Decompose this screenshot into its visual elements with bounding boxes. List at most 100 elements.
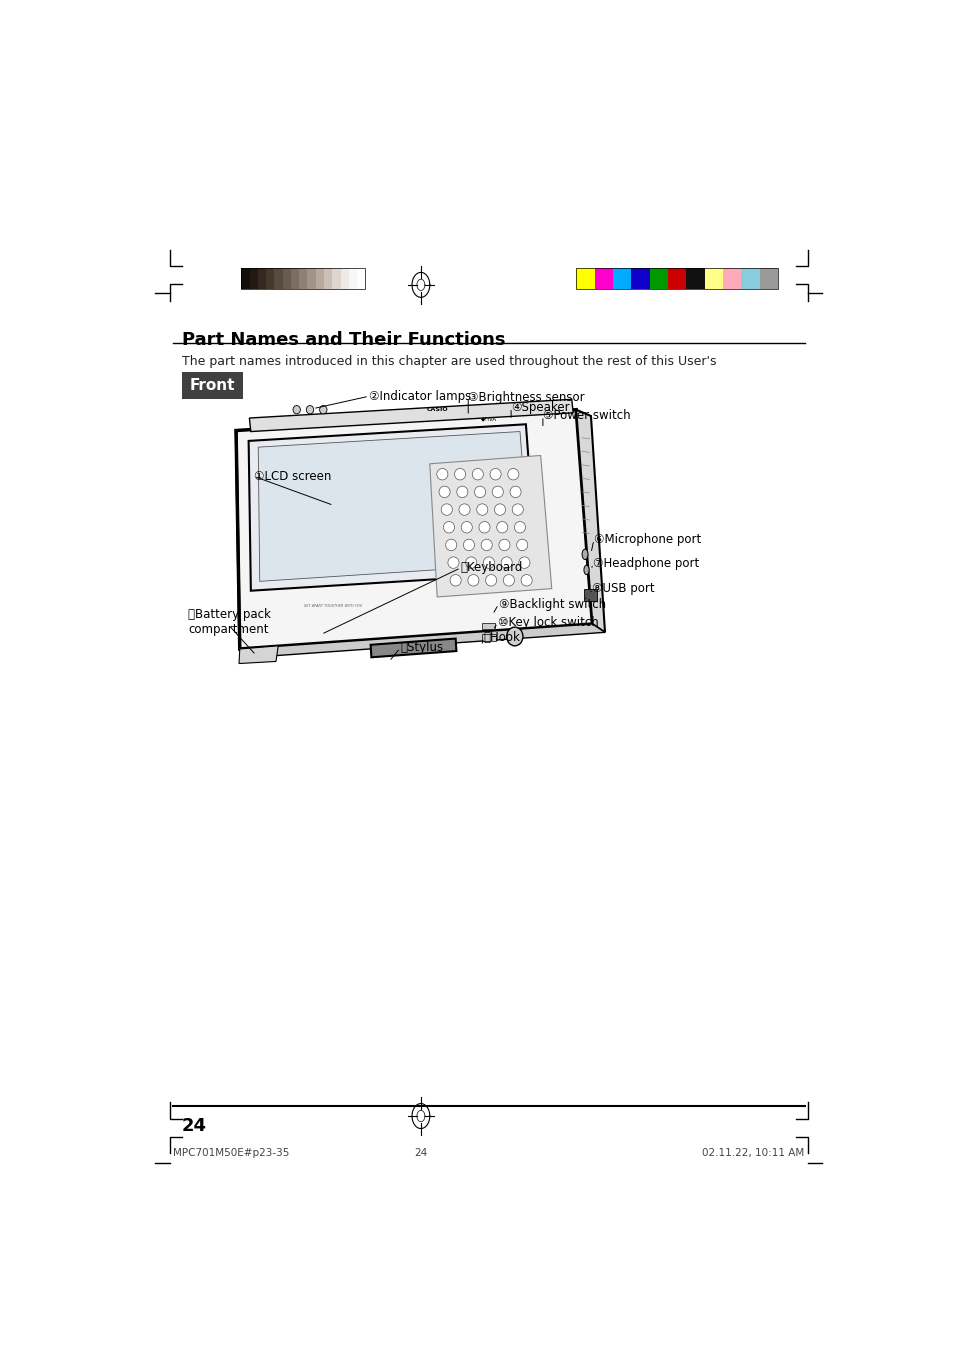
Polygon shape [576,409,604,632]
Text: 02.11.22, 10:11 AM: 02.11.22, 10:11 AM [701,1148,803,1158]
Ellipse shape [467,574,478,586]
Ellipse shape [517,539,527,551]
Ellipse shape [512,504,523,515]
Text: Guide.: Guide. [182,373,223,386]
Ellipse shape [454,469,465,480]
Ellipse shape [450,574,460,586]
Bar [282,269,291,289]
Ellipse shape [498,539,510,551]
Bar [667,269,685,289]
Ellipse shape [506,627,522,646]
Text: ⑨Backlight switch: ⑨Backlight switch [498,597,605,611]
Ellipse shape [500,557,512,569]
Ellipse shape [438,486,450,497]
Bar [241,269,365,289]
Ellipse shape [463,539,474,551]
Ellipse shape [456,486,467,497]
Ellipse shape [465,557,476,569]
Polygon shape [239,646,278,663]
Ellipse shape [319,405,327,413]
Bar [182,373,243,400]
Bar [685,269,704,289]
Bar [324,269,332,289]
Ellipse shape [518,557,530,569]
Bar [612,269,631,289]
Text: ③Brightness sensor: ③Brightness sensor [468,390,584,404]
Ellipse shape [520,574,532,586]
Ellipse shape [476,504,487,515]
Text: ⑭Battery pack
compartment: ⑭Battery pack compartment [188,608,271,636]
Bar [594,269,612,289]
Text: SET APART TOGETHER WITH YOU: SET APART TOGETHER WITH YOU [304,604,362,608]
Ellipse shape [447,557,458,569]
Ellipse shape [507,469,518,480]
Ellipse shape [485,574,497,586]
Text: ⑥Microphone port: ⑥Microphone port [594,534,700,546]
Text: 24: 24 [182,1117,207,1135]
Polygon shape [249,400,573,431]
Text: ④Speaker: ④Speaker [511,401,569,415]
Bar [266,269,274,289]
Polygon shape [239,624,604,658]
Text: MPC701M50E#p23-35: MPC701M50E#p23-35 [173,1148,290,1158]
Bar [722,269,740,289]
Text: ②Indicator lamps: ②Indicator lamps [369,389,471,403]
Polygon shape [258,431,530,581]
Text: CASIO: CASIO [426,407,448,412]
Text: ◆FIVA: ◆FIVA [480,416,497,422]
Ellipse shape [472,469,483,480]
Bar [576,269,778,289]
Bar [274,269,282,289]
Bar [257,269,266,289]
Text: The part names introduced in this chapter are used throughout the rest of this U: The part names introduced in this chapte… [182,354,716,367]
Ellipse shape [490,469,500,480]
Ellipse shape [436,469,447,480]
Ellipse shape [483,557,494,569]
Text: Part Names and Their Functions: Part Names and Their Functions [182,331,505,349]
Bar [740,269,759,289]
Ellipse shape [581,549,587,559]
Ellipse shape [514,521,525,534]
Bar [576,269,594,289]
Ellipse shape [497,521,507,534]
Bar [315,269,324,289]
Bar [299,269,307,289]
Text: 24: 24 [414,1148,427,1158]
Bar [759,269,778,289]
Bar [332,269,340,289]
Polygon shape [235,409,592,648]
Text: ⑫Stylus: ⑫Stylus [400,642,443,654]
Ellipse shape [443,521,454,534]
Ellipse shape [494,504,505,515]
Ellipse shape [306,405,314,413]
Bar [356,269,365,289]
Bar [649,269,667,289]
Bar [307,269,315,289]
Ellipse shape [492,486,503,497]
Ellipse shape [583,565,589,574]
Bar [482,635,495,640]
Ellipse shape [293,405,300,413]
Text: ⑬Keyboard: ⑬Keyboard [460,561,522,574]
Text: ⑤Power switch: ⑤Power switch [542,409,630,423]
Ellipse shape [503,574,514,586]
Ellipse shape [460,521,472,534]
Bar [583,589,597,601]
Text: ①LCD screen: ①LCD screen [253,470,331,482]
Bar [241,269,250,289]
Ellipse shape [474,486,485,497]
Polygon shape [370,639,456,658]
Ellipse shape [510,486,520,497]
Bar [704,269,722,289]
Text: ⑦Headphone port: ⑦Headphone port [593,557,699,570]
Ellipse shape [458,504,470,515]
Bar [291,269,299,289]
Text: ⑧USB port: ⑧USB port [592,582,655,596]
Text: Front: Front [190,378,235,393]
Polygon shape [249,424,537,590]
Text: ⑪Hook: ⑪Hook [483,631,520,644]
Ellipse shape [441,504,452,515]
Bar [349,269,356,289]
Text: ⑩Key lock switch: ⑩Key lock switch [497,616,598,630]
Ellipse shape [480,539,492,551]
